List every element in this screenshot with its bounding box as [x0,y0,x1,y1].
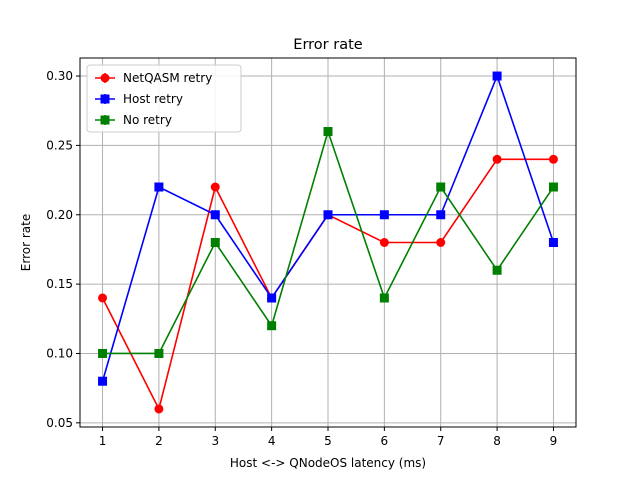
data-point [492,71,502,81]
data-point [436,210,446,220]
chart-title: Error rate [293,37,362,53]
data-point [379,293,389,303]
legend-label: No retry [123,113,172,127]
y-tick-label: 0.15 [46,277,73,291]
x-tick-label: 8 [493,434,501,448]
legend-marker [100,115,110,125]
legend-box [86,64,242,133]
legend: NetQASM retry Host retry No retry [86,64,242,133]
x-axis-label: Host <-> QNodeOS latency (ms) [230,456,426,470]
data-point [267,293,277,303]
data-point [98,376,108,386]
ticks: 1 2 3 4 5 6 7 8 9 0.05 0.10 0.15 0.20 0.25 0.30 [46,69,557,448]
data-point [210,182,220,192]
data-point [210,238,220,247]
y-tick-label: 0.25 [46,138,73,152]
x-tick-label: 4 [268,434,276,448]
data-point [436,238,446,247]
data-point [98,348,108,358]
legend-item: Host retry [95,92,183,106]
data-point [267,321,277,331]
x-tick-label: 5 [324,434,332,448]
legend-label: NetQASM retry [123,71,212,85]
x-tick-label: 6 [381,434,389,448]
x-tick-label: 7 [437,434,445,448]
x-tick-label: 9 [550,434,558,448]
legend-item: NetQASM retry [95,71,212,85]
x-tick-label: 3 [211,434,219,448]
data-point [210,210,220,220]
legend-label: Host retry [123,92,183,106]
y-axis-label: Error rate [19,214,33,271]
y-tick-label: 0.20 [46,208,73,222]
y-tick-label: 0.30 [46,69,73,83]
data-point [548,154,558,164]
y-tick-label: 0.05 [46,416,73,430]
data-point [154,182,164,192]
data-point [98,293,108,303]
data-point [492,265,502,275]
y-tick-label: 0.10 [46,346,73,360]
data-point [379,238,389,247]
series-no-retry [98,127,558,358]
legend-marker [100,73,110,83]
data-point [323,210,333,220]
data-point [548,182,558,192]
data-point [548,238,558,247]
legend-marker [100,94,110,104]
data-point [154,348,164,358]
x-tick-label: 1 [99,434,107,448]
data-point [436,182,446,192]
series-host-retry [98,71,558,386]
data-point [492,154,502,164]
data-point [154,404,164,414]
x-tick-label: 2 [155,434,163,448]
data-point [379,210,389,220]
data-point [323,127,333,137]
legend-item: No retry [95,113,172,127]
series-layer [98,71,558,414]
